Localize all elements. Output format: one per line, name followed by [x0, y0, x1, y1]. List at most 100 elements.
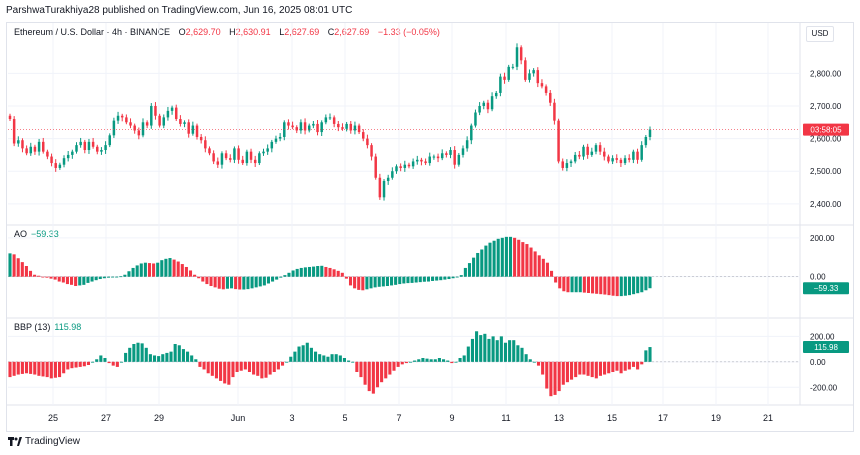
ao-bar: [262, 276, 266, 286]
bbp-legend[interactable]: BBP (13) 115.98: [14, 322, 81, 332]
candle-body: [249, 151, 253, 160]
ao-bar: [320, 265, 324, 277]
candle-body: [648, 129, 652, 137]
candle-body: [490, 96, 494, 110]
ao-bar: [131, 267, 135, 277]
candle-body: [619, 159, 623, 164]
ao-bar: [340, 272, 344, 277]
symbol-name[interactable]: Ethereum / U.S. Dollar · 4h · BINANCE: [14, 27, 171, 37]
ao-value: −59.33: [31, 229, 59, 239]
ao-tick-label: 200.00: [810, 234, 835, 243]
ao-bar: [570, 276, 574, 293]
bbp-bar: [227, 361, 231, 385]
candle-body: [424, 161, 427, 164]
low-label: L: [279, 27, 285, 37]
ao-bar: [599, 276, 603, 295]
candle-body: [486, 102, 490, 110]
bbp-bar: [49, 361, 53, 379]
bbp-bar: [95, 359, 99, 362]
open-label: O: [178, 27, 186, 37]
ao-bar: [164, 258, 168, 277]
bbp-bar: [623, 361, 627, 371]
bbp-bar: [70, 361, 74, 369]
bbp-bar: [181, 349, 185, 362]
ao-bar: [451, 276, 455, 279]
bbp-bar: [309, 347, 313, 362]
bbp-bar: [41, 361, 45, 377]
ao-bar: [488, 242, 492, 277]
candle-body: [154, 105, 157, 116]
candle-body: [362, 132, 365, 139]
bbp-bar: [62, 361, 66, 374]
bbp-tick-label: -200.00: [810, 383, 838, 392]
ao-bar: [591, 276, 595, 294]
ao-bar: [201, 276, 205, 282]
bbp-bar: [408, 361, 413, 363]
ao-bar: [299, 267, 303, 277]
currency-button[interactable]: USD: [806, 26, 834, 42]
ao-bar: [595, 276, 599, 294]
price-tick-label: 2,600.00: [810, 135, 842, 144]
bbp-bar: [483, 333, 487, 362]
ao-bar: [316, 266, 320, 277]
ao-bar: [24, 266, 28, 277]
bbp-bar: [74, 361, 78, 368]
bbp-bar: [371, 361, 375, 394]
ao-bar: [147, 263, 152, 277]
price-tick-label: 2,800.00: [810, 69, 842, 78]
candle-body: [519, 47, 523, 61]
ao-bar: [160, 260, 164, 277]
ao-bar: [102, 276, 106, 279]
candle-body: [58, 164, 62, 168]
bbp-bar: [194, 359, 198, 362]
ao-bar: [143, 262, 147, 277]
ao-legend[interactable]: AO −59.33: [14, 229, 59, 239]
bbp-bar: [144, 347, 148, 362]
bbp-bar: [380, 361, 384, 383]
candle-body: [100, 150, 103, 152]
bbp-bar: [396, 361, 400, 367]
candle-body: [474, 112, 477, 126]
bbp-bar: [128, 347, 132, 362]
bbp-bar: [20, 361, 24, 374]
candle-body: [607, 156, 610, 162]
bbp-bar: [16, 361, 20, 375]
time-tick-label: 11: [501, 413, 510, 423]
bbp-bar: [470, 338, 474, 362]
bbp-bar: [276, 361, 280, 370]
candle-body: [378, 177, 382, 198]
bbp-bar: [495, 340, 499, 362]
ao-bar: [414, 276, 418, 283]
ao-bar: [152, 263, 156, 277]
candle-body: [627, 158, 631, 160]
footer-brand: TradingView: [8, 436, 80, 447]
bbp-bar: [206, 361, 210, 374]
ao-bar: [529, 247, 533, 277]
candle-body: [46, 151, 49, 157]
bbp-bar: [615, 361, 619, 371]
candle-body: [278, 136, 282, 139]
ao-bar: [61, 276, 65, 283]
candle-body: [420, 159, 423, 162]
candle-body: [382, 181, 386, 198]
ao-bar: [390, 276, 394, 286]
ao-bar: [312, 266, 316, 277]
ao-bar: [78, 276, 82, 286]
ao-bar: [623, 276, 627, 296]
candle-body: [245, 151, 249, 164]
bbp-bar: [12, 361, 16, 376]
bbp-name: BBP (13): [14, 322, 51, 332]
bbp-bar: [437, 358, 441, 362]
bbp-bar: [582, 361, 586, 375]
candle-body: [145, 122, 149, 126]
ao-bar: [504, 236, 508, 277]
bbp-bar: [516, 345, 520, 362]
candle-body: [191, 125, 195, 134]
ao-bar: [336, 270, 340, 277]
candle-body: [615, 158, 618, 160]
ao-bar: [554, 276, 558, 283]
candle-body: [295, 127, 298, 131]
bbp-bar: [157, 356, 161, 362]
bbp-bar: [553, 361, 557, 395]
